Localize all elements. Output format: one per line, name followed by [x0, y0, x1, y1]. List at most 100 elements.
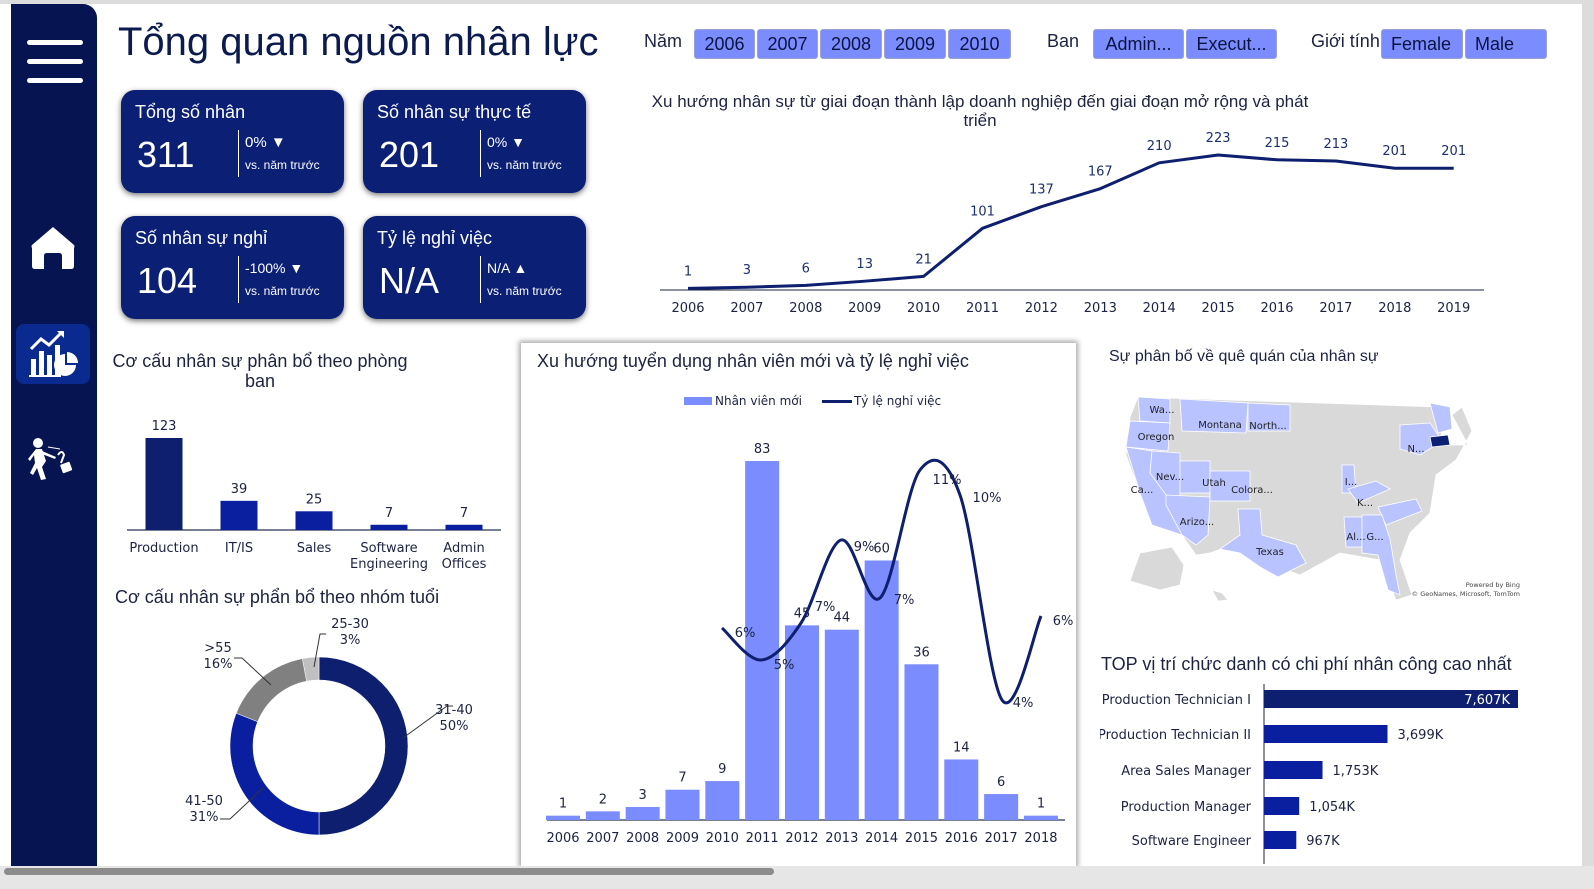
map-region[interactable] — [1247, 402, 1291, 432]
year-option-2009[interactable]: 2009 — [884, 29, 946, 59]
nav-attrition-button[interactable] — [16, 430, 90, 490]
map-region[interactable] — [1219, 508, 1307, 578]
x-tick-label: Software — [360, 541, 417, 556]
cost-bar[interactable] — [1264, 831, 1297, 849]
cost-bar[interactable] — [1264, 797, 1300, 815]
map-region[interactable] — [1361, 514, 1401, 596]
donut-slice[interactable] — [318, 656, 409, 836]
hometown-map-title: Sự phân bố về quê quán của nhân sự — [1109, 348, 1379, 365]
kpi-value: N/A — [379, 260, 440, 301]
x-tick-label: 2014 — [865, 831, 898, 846]
kpi-divider — [238, 130, 239, 177]
map-region[interactable] — [1179, 398, 1249, 434]
kpi-card-terminated-employees: Số nhân sự nghỉ 104 -100% ▼ vs. năm trướ… — [121, 216, 344, 319]
kpi-compare-label: vs. năm trước — [487, 158, 562, 172]
bar[interactable] — [445, 524, 483, 530]
cost-bar[interactable] — [1264, 761, 1323, 779]
map-region[interactable] — [1129, 546, 1185, 591]
bar[interactable] — [295, 511, 333, 530]
new-hires-bar[interactable] — [1023, 815, 1058, 820]
new-hires-bar[interactable] — [625, 807, 660, 820]
hometown-map[interactable]: Wa... Oregon Montana North... Nev...Ca... Uta… — [1100, 385, 1540, 610]
cost-bar[interactable] — [1264, 690, 1518, 708]
kpi-change: 0% ▼ — [245, 134, 286, 151]
department-option-admin[interactable]: Admin... — [1093, 29, 1184, 59]
year-option-2006[interactable]: 2006 — [694, 29, 755, 59]
kpi-compare-label: vs. năm trước — [487, 284, 562, 298]
year-option-2007[interactable]: 2007 — [757, 29, 818, 59]
slice-category-label: 25-30 — [331, 617, 369, 632]
cost-bar[interactable] — [1264, 725, 1388, 743]
kpi-divider — [238, 256, 239, 303]
kpi-divider — [480, 130, 481, 177]
kpi-divider — [480, 256, 481, 303]
new-hires-bar[interactable] — [864, 560, 899, 820]
new-hires-bar[interactable] — [665, 789, 700, 820]
donut-slice[interactable] — [229, 712, 320, 836]
department-option-executive[interactable]: Execut... — [1186, 29, 1277, 59]
map-region[interactable] — [1429, 402, 1453, 434]
hamburger-menu-icon[interactable] — [27, 40, 83, 88]
map-region[interactable] — [1209, 470, 1251, 502]
gender-option-female[interactable]: Female — [1381, 29, 1463, 59]
data-label: 83 — [754, 442, 771, 457]
data-label: 2 — [599, 792, 607, 807]
kpi-label: Tỷ lệ nghỉ việc — [377, 228, 493, 248]
map-state-label: Colora... — [1231, 485, 1273, 496]
x-tick-label: 2013 — [1084, 301, 1117, 316]
person-leaving-icon — [28, 438, 73, 480]
headcount-trend-title-line1: Xu hướng nhân sự từ giai đoạn thành lập … — [651, 92, 1309, 111]
new-hires-bar[interactable] — [705, 781, 740, 820]
map-region[interactable] — [1165, 494, 1211, 546]
new-hires-bar[interactable] — [984, 794, 1019, 820]
data-label: 36 — [913, 645, 930, 660]
kpi-card-active-employees: Số nhân sự thực tế 201 0% ▼ vs. năm trướ… — [363, 90, 586, 193]
hiring-attrition-chart[interactable]: 1200622007320087200992010832011452012442… — [521, 420, 1076, 860]
map-region[interactable] — [1429, 434, 1451, 448]
kpi-label: Số nhân sự nghỉ — [135, 228, 268, 248]
map-region[interactable] — [1211, 589, 1229, 602]
data-label: 213 — [1323, 137, 1348, 152]
new-hires-bar[interactable] — [784, 625, 819, 820]
x-tick-label: 2013 — [825, 831, 858, 846]
data-label: 215 — [1265, 136, 1290, 151]
map-region[interactable] — [1125, 420, 1171, 452]
new-hires-bar[interactable] — [824, 629, 859, 820]
bar[interactable] — [145, 438, 183, 530]
attrition-label: 7% — [894, 593, 915, 608]
y-tick-label: Production Manager — [1121, 800, 1252, 815]
new-hires-bar[interactable] — [904, 664, 939, 820]
year-option-2010[interactable]: 2010 — [948, 29, 1011, 59]
page-title: Tổng quan nguồn nhân lực — [118, 20, 599, 64]
x-tick-label: 2010 — [907, 301, 940, 316]
data-label: 3 — [639, 788, 647, 803]
horizontal-scrollbar-thumb[interactable] — [4, 868, 774, 875]
new-hires-bar[interactable] — [745, 461, 780, 820]
data-label: 201 — [1382, 144, 1407, 159]
x-tick-label: 2016 — [945, 831, 978, 846]
hiring-attrition-legend: Nhân viên mới Tỷ lệ nghỉ việc — [684, 394, 941, 408]
bar[interactable] — [220, 500, 258, 530]
donut-slice[interactable] — [235, 658, 307, 723]
hiring-attrition-title: Xu hướng tuyển dụng nhân viên mới và tỷ … — [537, 351, 969, 371]
new-hires-bar[interactable] — [944, 759, 979, 820]
gender-option-male[interactable]: Male — [1465, 29, 1547, 59]
chart-analytics-icon — [29, 331, 78, 377]
top-cost-bar-chart[interactable]: Production Technician I 7,607K Production … — [1100, 680, 1540, 866]
nav-home-button[interactable] — [16, 217, 90, 277]
bar[interactable] — [370, 524, 408, 530]
new-hires-bar[interactable] — [585, 811, 620, 820]
map-region[interactable] — [1347, 480, 1391, 504]
x-tick-label: 2011 — [746, 831, 779, 846]
department-bar-chart[interactable]: 123 Production 39 IT/IS 25 Sales 7 SoftwareEngi… — [115, 405, 515, 580]
map-region[interactable] — [1399, 422, 1443, 456]
data-label: 101 — [970, 204, 995, 219]
nav-analytics-button[interactable] — [16, 324, 90, 384]
data-label: 1 — [559, 797, 567, 812]
kpi-label: Số nhân sự thực tế — [377, 102, 532, 122]
new-hires-bar[interactable] — [546, 815, 580, 820]
headcount-trend-chart[interactable]: 1 2006 3 2007 6 2008 13 2009 21 2010 101 2011 137 201… — [640, 125, 1500, 325]
data-label: 3,699K — [1398, 728, 1444, 743]
year-option-2008[interactable]: 2008 — [820, 29, 882, 59]
